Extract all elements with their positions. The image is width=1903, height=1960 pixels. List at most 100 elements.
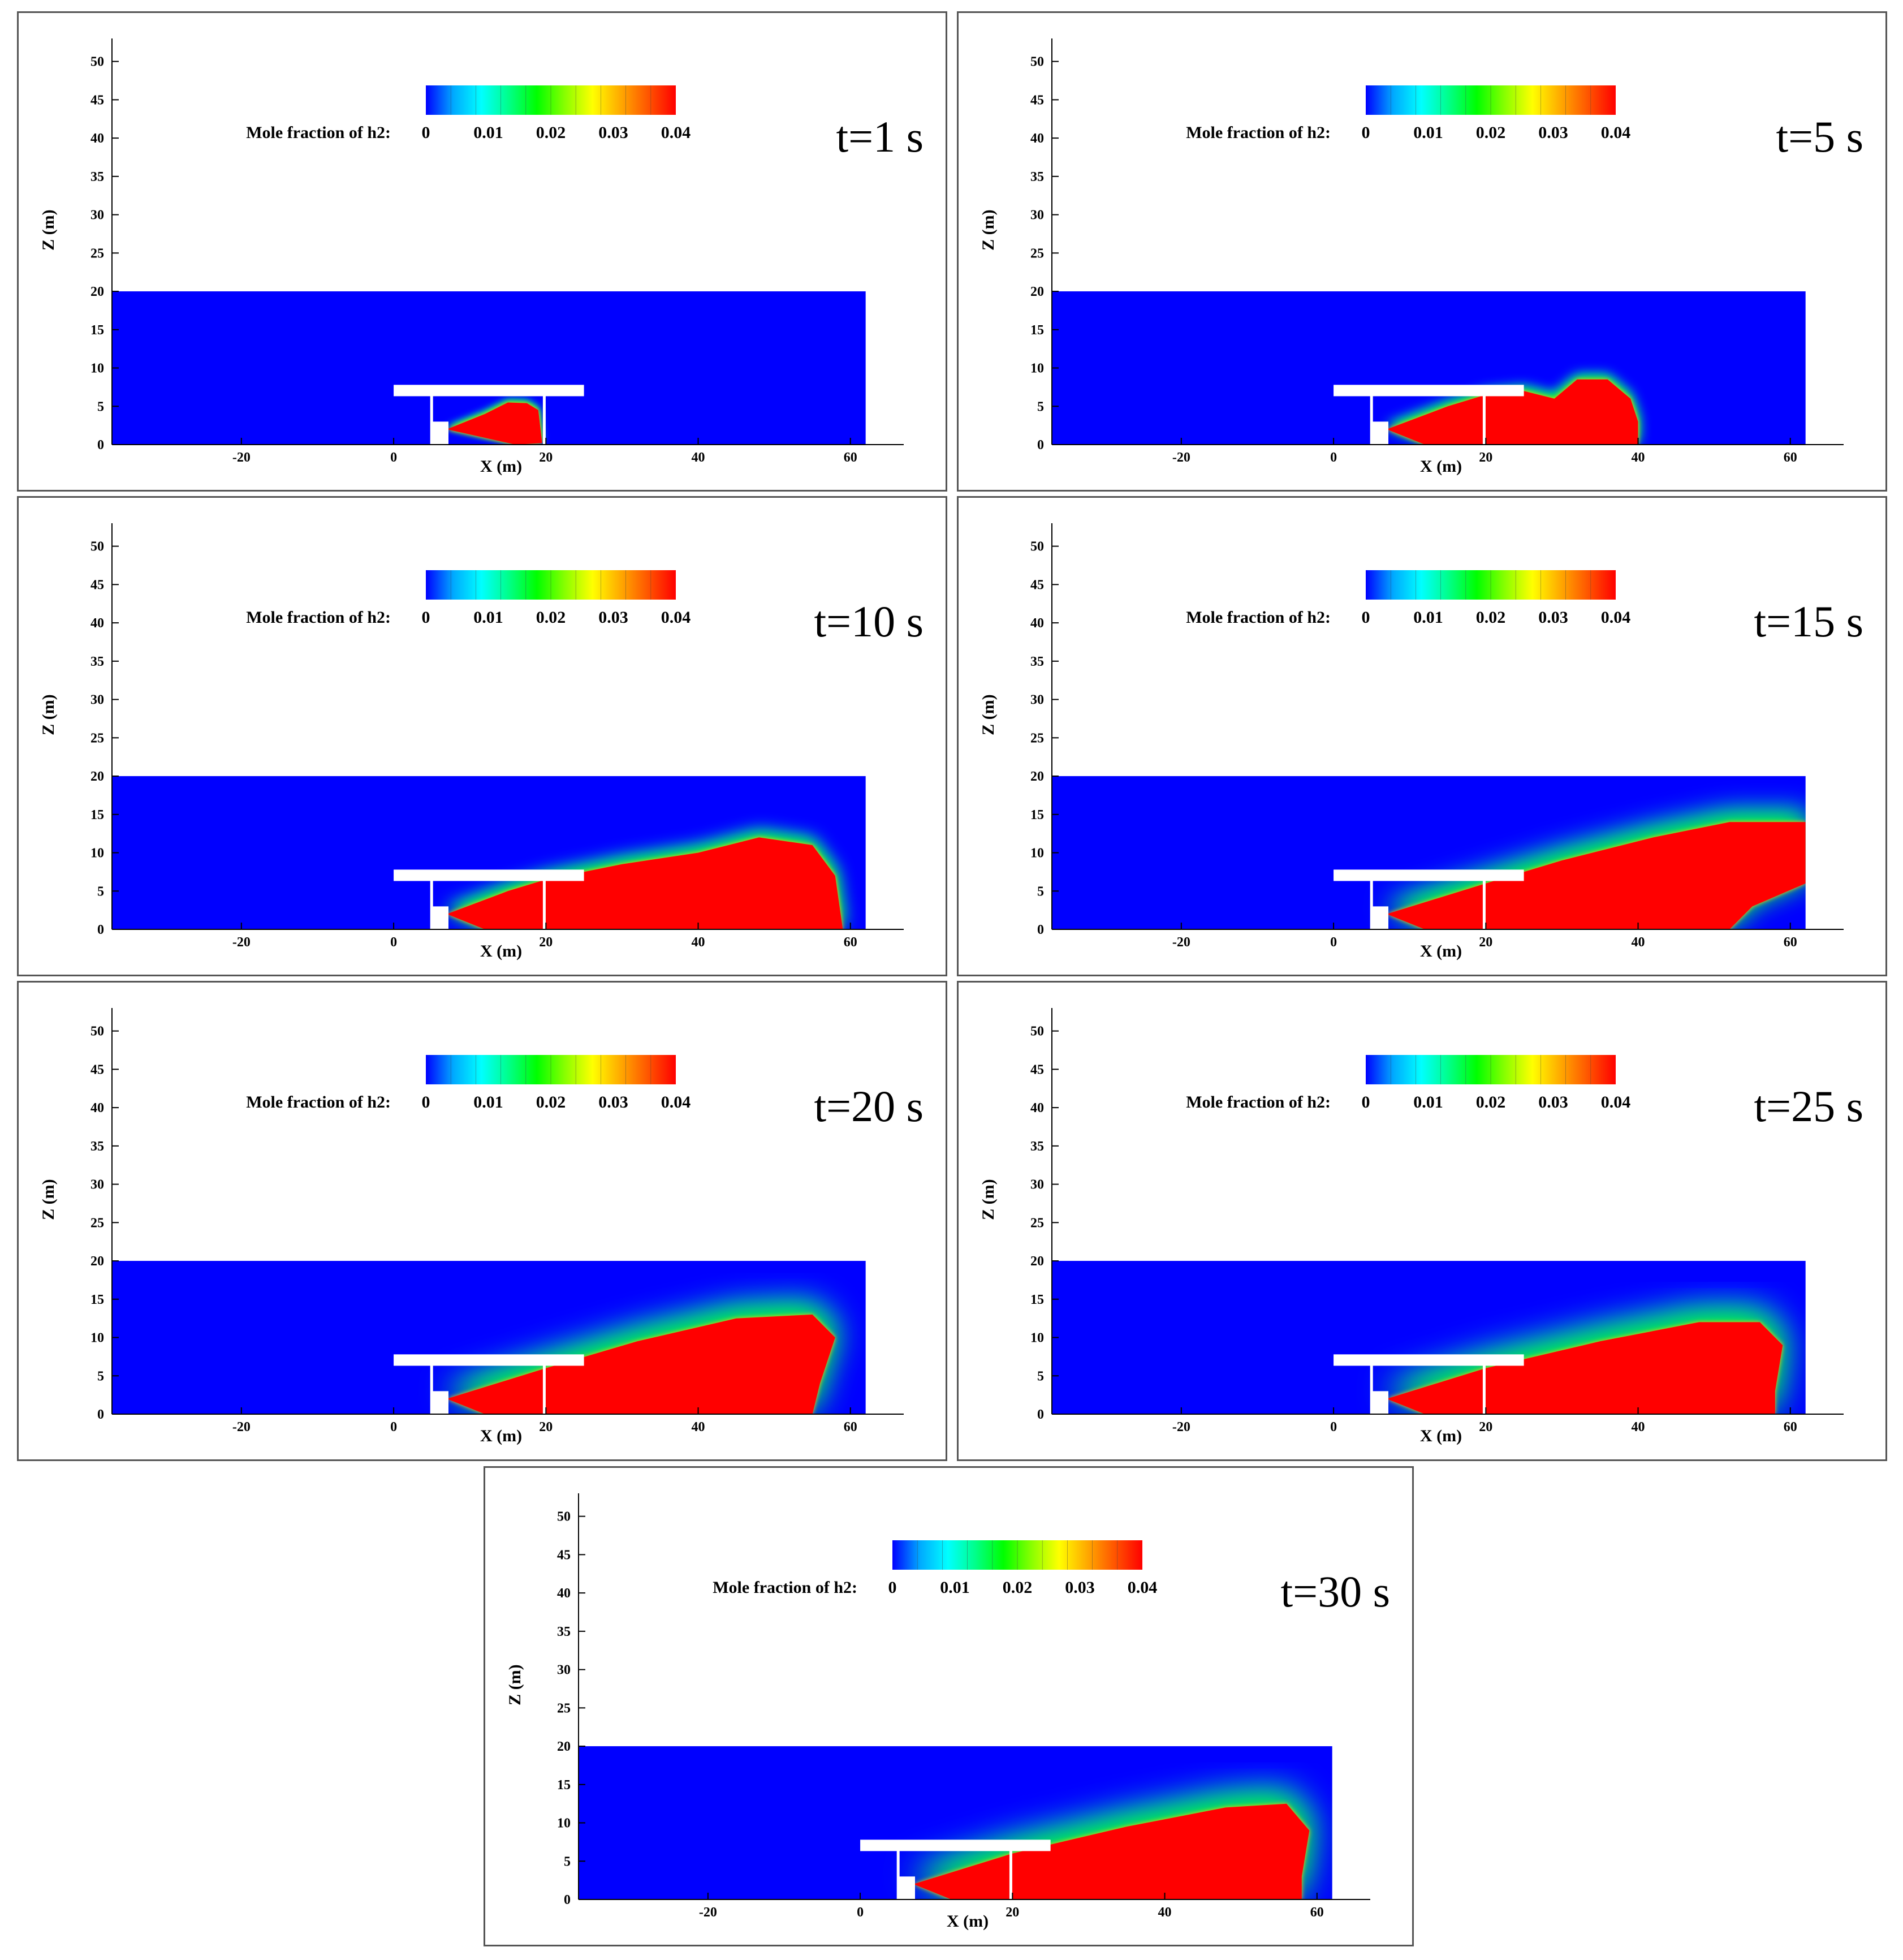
z-tick-label: 35	[90, 1139, 104, 1154]
x-tick-label: 60	[1310, 1905, 1324, 1920]
panel-t20: -20 0 20 40 60 0 5 10 15 20 25 30 35 40 45 50 X (m) Z (m)…	[17, 981, 947, 1461]
z-tick-label: 20	[557, 1739, 571, 1754]
z-tick-label: 5	[97, 884, 104, 899]
x-tick-label: 40	[1632, 1420, 1645, 1435]
chart-svg: -20 0 20 40 60 0 5 10 15 20 25 30 35 40 45 50 X (m) Z (m)…	[506, 1493, 1390, 1931]
legend-tick-label: 0.03	[598, 608, 628, 627]
z-tick-label: 15	[557, 1778, 571, 1793]
z-axis-label: Z (m)	[39, 694, 58, 735]
z-tick-label: 35	[1030, 654, 1044, 669]
time-title: t=15 s	[1754, 597, 1863, 646]
z-tick-label: 25	[1030, 731, 1044, 746]
panel-t15: -20 0 20 40 60 0 5 10 15 20 25 30 35 40 45 50 X (m) Z (m)…	[957, 496, 1887, 976]
z-tick-label: 10	[1030, 1331, 1044, 1346]
x-tick-label: -20	[232, 1420, 251, 1435]
z-tick-label: 0	[1037, 438, 1044, 453]
z-tick-label: 45	[90, 578, 104, 592]
plume-core	[1387, 379, 1638, 445]
panel-t25: -20 0 20 40 60 0 5 10 15 20 25 30 35 40 45 50 X (m) Z (m)…	[957, 981, 1887, 1461]
x-axis-label: X (m)	[480, 457, 522, 476]
z-axis-label: Z (m)	[39, 209, 58, 250]
z-tick-label: 20	[90, 285, 104, 299]
dispenser-box	[898, 1876, 915, 1899]
canopy-column-right	[1482, 874, 1486, 929]
legend-tick-label: 0	[1362, 123, 1370, 142]
canopy-column-right	[1009, 1844, 1012, 1899]
x-tick-label: 20	[1479, 935, 1492, 950]
legend-tick-label: 0.02	[536, 608, 566, 627]
plume-core	[913, 1803, 1310, 1899]
z-tick-label: 35	[90, 170, 104, 184]
chart-svg: -20 0 20 40 60 0 5 10 15 20 25 30 35 40 45 50 X (m) Z (m)…	[979, 38, 1863, 476]
canopy-column-left	[430, 874, 433, 929]
z-tick-label: 45	[1030, 578, 1044, 592]
legend-tick-label: 0.03	[598, 123, 628, 142]
canopy-column-left	[1370, 389, 1373, 445]
z-tick-label: 0	[564, 1893, 571, 1907]
legend-tick-label: 0.01	[473, 123, 503, 142]
x-tick-label: -20	[232, 450, 251, 465]
x-tick-label: -20	[1172, 935, 1190, 950]
legend-label: Mole fraction of h2:	[1186, 123, 1331, 142]
z-tick-label: 15	[90, 1293, 104, 1307]
x-tick-label: 60	[1784, 1420, 1797, 1435]
canopy-column-left	[430, 1359, 433, 1414]
legend-tick-label: 0.03	[1065, 1578, 1095, 1597]
x-tick-label: 60	[844, 935, 857, 950]
z-tick-label: 0	[97, 1407, 104, 1422]
chart-svg: -20 0 20 40 60 0 5 10 15 20 25 30 35 40 45 50 X (m) Z (m)…	[39, 523, 924, 960]
dispenser-box	[1371, 421, 1388, 445]
legend-tick-label: 0	[1362, 1093, 1370, 1112]
plume-group	[1387, 374, 1638, 445]
canopy-column-left	[1370, 1359, 1373, 1414]
canopy-column-left	[430, 389, 433, 445]
canopy-column-right	[1482, 389, 1486, 445]
time-title: t=20 s	[814, 1082, 924, 1131]
plume-group	[447, 831, 843, 929]
x-tick-label: 40	[1632, 450, 1645, 465]
x-tick-label: 40	[692, 450, 705, 465]
z-tick-label: 10	[90, 846, 104, 861]
z-tick-label: 35	[1030, 1139, 1044, 1154]
x-tick-label: 0	[390, 1420, 397, 1435]
legend-tick-label: 0.01	[940, 1578, 970, 1597]
x-tick-label: 20	[539, 1420, 553, 1435]
z-axis-label: Z (m)	[979, 1179, 998, 1220]
plume-core	[1387, 822, 1806, 929]
plume-core	[447, 837, 843, 929]
dispenser-box	[431, 421, 448, 445]
z-tick-label: 40	[90, 1101, 104, 1115]
x-tick-label: 20	[539, 935, 553, 950]
canopy-column-right	[542, 389, 546, 445]
z-tick-label: 15	[1030, 323, 1044, 338]
legend-label: Mole fraction of h2:	[1186, 1093, 1331, 1112]
z-tick-label: 50	[90, 540, 104, 554]
panel-t5: -20 0 20 40 60 0 5 10 15 20 25 30 35 40 45 50 X (m) Z (m)…	[957, 11, 1887, 492]
legend-label: Mole fraction of h2:	[246, 1093, 391, 1112]
z-axis-label: Z (m)	[979, 694, 998, 735]
z-tick-label: 5	[1037, 399, 1044, 414]
z-tick-label: 30	[90, 693, 104, 708]
legend-tick-label: 0	[422, 1093, 430, 1112]
z-tick-label: 20	[90, 769, 104, 784]
z-tick-label: 0	[97, 923, 104, 937]
plume-group	[913, 1791, 1310, 1899]
z-tick-label: 50	[1030, 55, 1044, 70]
z-tick-label: 30	[90, 1178, 104, 1192]
z-tick-label: 45	[90, 1062, 104, 1077]
legend-tick-label: 0.04	[1601, 123, 1631, 142]
x-tick-label: 20	[1479, 450, 1492, 465]
z-tick-label: 30	[557, 1663, 571, 1678]
x-axis-label: X (m)	[1420, 942, 1462, 960]
legend-tick-label: 0.04	[661, 123, 691, 142]
dispenser-box	[431, 1391, 448, 1414]
x-tick-label: -20	[1172, 450, 1190, 465]
z-tick-label: 25	[1030, 246, 1044, 261]
z-tick-label: 30	[1030, 1178, 1044, 1192]
chart-svg: -20 0 20 40 60 0 5 10 15 20 25 30 35 40 45 50 X (m) Z (m)…	[979, 1008, 1863, 1445]
z-tick-label: 0	[97, 438, 104, 453]
time-title: t=5 s	[1776, 112, 1863, 161]
canopy-roof	[394, 1354, 584, 1366]
legend-tick-label: 0.04	[1601, 608, 1631, 627]
legend-tick-label: 0.01	[473, 608, 503, 627]
